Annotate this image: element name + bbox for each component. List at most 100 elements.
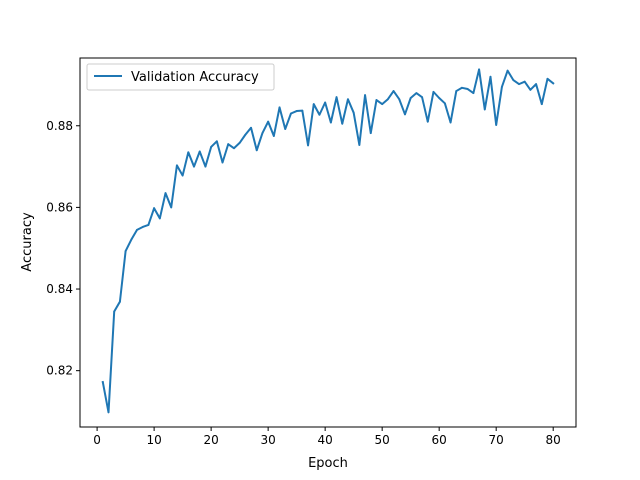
legend: Validation Accuracy xyxy=(86,63,275,91)
data-point xyxy=(409,97,412,99)
data-point xyxy=(119,300,121,303)
x-tick-label: 80 xyxy=(546,433,561,447)
data-point xyxy=(113,310,116,313)
data-point xyxy=(529,88,532,91)
data-point xyxy=(495,124,498,126)
data-point xyxy=(278,106,281,109)
data-point xyxy=(483,108,486,111)
data-point xyxy=(329,121,332,124)
data-point xyxy=(369,132,372,135)
data-point xyxy=(478,68,480,71)
data-point xyxy=(341,122,344,125)
y-axis-label: Accuracy xyxy=(20,212,35,272)
data-point xyxy=(443,102,446,105)
data-point xyxy=(221,161,224,164)
data-point xyxy=(124,250,127,252)
data-point xyxy=(261,132,264,135)
data-point xyxy=(158,217,161,220)
data-point xyxy=(290,112,292,115)
data-point xyxy=(267,120,270,123)
data-point xyxy=(227,143,230,146)
data-point xyxy=(347,98,349,101)
data-point xyxy=(381,103,384,106)
legend-label: Validation Accuracy xyxy=(131,70,259,85)
data-point xyxy=(301,109,304,112)
x-tick-label: 30 xyxy=(260,433,275,447)
x-tick-label: 60 xyxy=(432,433,447,447)
data-point xyxy=(404,113,406,116)
data-point xyxy=(198,150,201,153)
data-point xyxy=(255,149,258,152)
data-point xyxy=(312,103,315,106)
data-point xyxy=(506,69,509,72)
data-point xyxy=(324,101,327,104)
data-point xyxy=(552,82,555,85)
data-point xyxy=(461,86,463,89)
data-point xyxy=(426,120,429,123)
data-point xyxy=(204,165,207,168)
series-line-validation-accuracy xyxy=(101,68,555,414)
data-point xyxy=(153,207,156,210)
data-point xyxy=(489,75,492,78)
data-point xyxy=(318,113,321,116)
data-point xyxy=(540,103,543,106)
data-point xyxy=(512,79,515,81)
data-point xyxy=(136,228,138,231)
data-point xyxy=(176,164,178,167)
data-point xyxy=(295,110,298,112)
x-tick-label: 0 xyxy=(93,433,101,447)
data-point xyxy=(358,144,361,146)
data-point xyxy=(193,165,195,168)
x-tick-label: 70 xyxy=(489,433,504,447)
data-point xyxy=(107,411,110,414)
x-tick-label: 40 xyxy=(318,433,333,447)
data-point xyxy=(375,99,378,101)
data-point xyxy=(244,133,247,136)
data-point xyxy=(335,96,338,99)
data-point xyxy=(307,144,309,147)
series-layer xyxy=(101,68,555,414)
data-point xyxy=(187,151,190,154)
data-point xyxy=(449,121,452,124)
axis-ticks: 0 10 20 30 40 50 60 70 80 0.82 0.84 0.86 0.88 xyxy=(46,119,561,447)
data-point xyxy=(466,88,469,90)
data-point xyxy=(546,77,549,80)
x-axis-label: Epoch xyxy=(308,456,348,471)
data-point xyxy=(432,90,435,93)
y-tick-label: 0.86 xyxy=(46,200,73,214)
data-point xyxy=(352,111,355,114)
data-point xyxy=(215,140,218,143)
data-point xyxy=(386,98,389,101)
data-point xyxy=(438,97,441,99)
data-point xyxy=(164,192,167,195)
y-tick-label: 0.88 xyxy=(46,119,73,133)
data-point xyxy=(233,147,235,150)
x-tick-label: 50 xyxy=(375,433,390,447)
x-tick-label: 10 xyxy=(146,433,161,447)
data-point xyxy=(170,206,173,209)
data-point xyxy=(455,90,458,92)
data-point xyxy=(141,226,144,228)
data-point xyxy=(364,94,366,97)
data-point xyxy=(272,135,275,137)
data-point xyxy=(398,98,401,101)
data-point xyxy=(500,86,503,88)
data-point xyxy=(250,126,252,129)
data-point xyxy=(284,128,287,130)
data-point xyxy=(181,174,184,177)
y-tick-label: 0.84 xyxy=(46,282,73,296)
data-point xyxy=(392,90,395,92)
data-point xyxy=(147,224,150,226)
data-point xyxy=(472,92,475,94)
data-point xyxy=(101,381,104,383)
data-point xyxy=(415,92,418,94)
data-point xyxy=(421,96,423,99)
data-point xyxy=(130,238,133,241)
data-point xyxy=(238,142,241,144)
data-point xyxy=(210,146,213,148)
legend-box xyxy=(86,63,275,91)
data-point xyxy=(535,83,537,86)
y-tick-label: 0.82 xyxy=(46,364,73,378)
